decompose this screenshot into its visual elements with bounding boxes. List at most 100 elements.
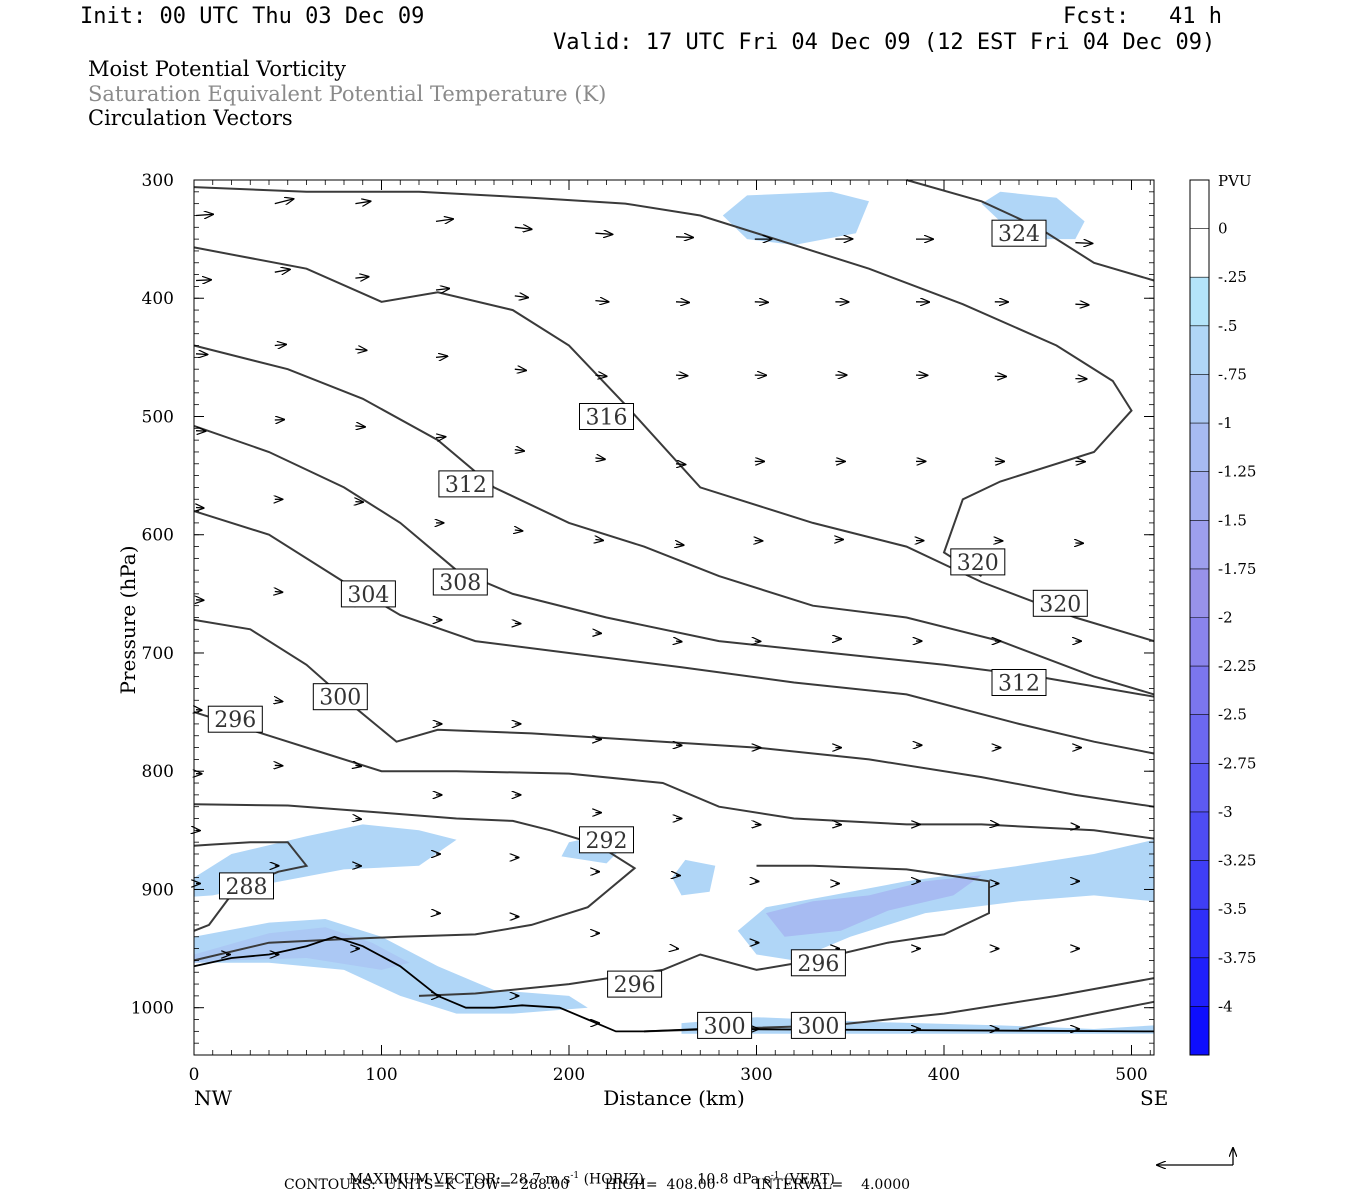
colorbar-level-label: -3 (1218, 803, 1233, 821)
pv-region (737, 839, 1154, 961)
colorbar-swatch (1190, 325, 1209, 375)
circulation-vector (275, 700, 283, 701)
circulation-vector (514, 227, 532, 229)
colorbar: PVU 0 -.25 -.5 -.75 -1 -1.25 -1.5 -1.75 -2 -2.25 -2… (1189, 172, 1256, 1056)
circulation-vector (675, 375, 687, 376)
circulation-vector (595, 233, 612, 234)
circulation-vector (355, 502, 363, 503)
title-theta-es: Saturation Equivalent Potential Temperat… (88, 82, 607, 106)
reference-vector-icon (1157, 1148, 1233, 1165)
circulation-vector (595, 301, 608, 302)
contours-info-line: CONTOURS: UNITS=K LOW= 288.00 HIGH= 408.… (284, 1177, 911, 1193)
contour-label-box (991, 219, 1047, 247)
contour-label: 316 (586, 406, 628, 431)
circulation-vector (196, 508, 204, 509)
circulation-vector (355, 426, 364, 427)
contour-label-box (438, 470, 494, 498)
max-vector-label: MAXIMUM VECTOR: (348, 1171, 501, 1188)
terrain-line (193, 935, 1155, 1033)
contour-label-box (790, 949, 846, 977)
contour-label: 288 (226, 875, 268, 900)
contour-label-box (340, 580, 396, 608)
circulation-vector (675, 464, 685, 465)
colorbar-level-label: -.5 (1218, 317, 1237, 335)
pv-shading-layer (194, 191, 1154, 1034)
colorbar-level-label: -2 (1218, 609, 1233, 627)
contour-line (193, 424, 1155, 698)
circulation-vector (754, 302, 768, 303)
circulation-vector (355, 765, 361, 766)
x-end-label-se: SE (1140, 1086, 1168, 1110)
x-tick-label: 300 (740, 1065, 772, 1085)
contour-label: 320 (1039, 592, 1081, 617)
circulation-vector (196, 710, 202, 711)
contour-line (193, 246, 1155, 643)
x-tick-label: 100 (365, 1065, 397, 1085)
contour-label-box (579, 826, 634, 854)
circulation-vector (1075, 304, 1088, 305)
contour-label-box (991, 669, 1047, 696)
colorbar-level-label: -3.25 (1218, 852, 1256, 870)
colorbar-swatch (1190, 666, 1209, 716)
x-tick-label: 200 (553, 1065, 585, 1085)
y-tick-label: 1000 (131, 999, 174, 1019)
colorbar-swatch (1190, 520, 1209, 570)
init-time: Init: 00 UTC Thu 03 Dec 09 (80, 4, 425, 29)
colorbar-level-label: -1.5 (1218, 511, 1247, 529)
colorbar-swatch (1190, 423, 1209, 472)
theta-es-contours-layer (193, 179, 1155, 1033)
x-end-label-nw: NW (194, 1086, 233, 1110)
colorbar-swatch (1190, 471, 1209, 521)
circulation-vector (514, 296, 528, 298)
max-vector-line: MAXIMUM VECTOR: 28.7 m s-1 (HORIZ) 10.8 … (348, 1171, 835, 1188)
contour-label: 296 (614, 973, 656, 998)
circulation-vector (675, 302, 689, 303)
contour-label-box (790, 1011, 846, 1039)
circulation-vector (355, 349, 366, 350)
contour-label-box (697, 1011, 753, 1039)
colorbar-swatch (1190, 909, 1209, 959)
terrain-layer (193, 935, 1155, 1033)
contour-label-box (1032, 589, 1088, 617)
colorbar-swatch (1190, 1006, 1209, 1056)
x-tick-label: 500 (1115, 1065, 1147, 1085)
forecast-hour: Fcst: 41 h (1063, 4, 1222, 29)
contour-label-box (579, 403, 634, 430)
circulation-vector (514, 369, 526, 370)
contour-line (193, 841, 309, 932)
circulation-vector (515, 450, 524, 451)
contour-line (193, 344, 1155, 696)
circulation-vector (275, 592, 283, 593)
x-tick-label: 400 (928, 1065, 960, 1085)
circulation-vector (355, 201, 370, 203)
title-circulation: Circulation Vectors (88, 106, 293, 130)
colorbar-swatch (1190, 617, 1209, 667)
y-tick-label: 700 (142, 644, 174, 664)
colorbar-level-label: 0 (1218, 220, 1228, 238)
circulation-vector (595, 375, 606, 376)
circulation-vector (676, 641, 682, 642)
contour-label-box (312, 683, 368, 711)
colorbar-level-label: -2.75 (1218, 754, 1256, 772)
contour-label: 304 (347, 583, 389, 608)
max-horiz-value: 28.7 m s (509, 1171, 571, 1188)
contour-label: 300 (797, 1014, 839, 1039)
pv-region (765, 875, 982, 937)
circulation-vector (195, 280, 211, 281)
circulation-vector (435, 437, 445, 438)
contour-line (193, 510, 1155, 755)
contour-line (418, 864, 990, 997)
circulation-vectors-layer (196, 199, 1092, 1029)
colorbar-swatch (1190, 860, 1209, 910)
contour-label-box (432, 568, 488, 596)
circulation-vector (676, 544, 684, 545)
circulation-vector (435, 219, 453, 221)
colorbar-swatch (1190, 277, 1209, 327)
circulation-vector (274, 199, 294, 204)
circulation-vector (595, 458, 604, 459)
contour-label: 324 (998, 222, 1040, 247)
axes-layer: 0 100 200 300 400 500 300 400 500 600 700 800 900 100… (131, 171, 1154, 1085)
contour-line (193, 803, 637, 962)
circulation-vector (355, 819, 361, 820)
